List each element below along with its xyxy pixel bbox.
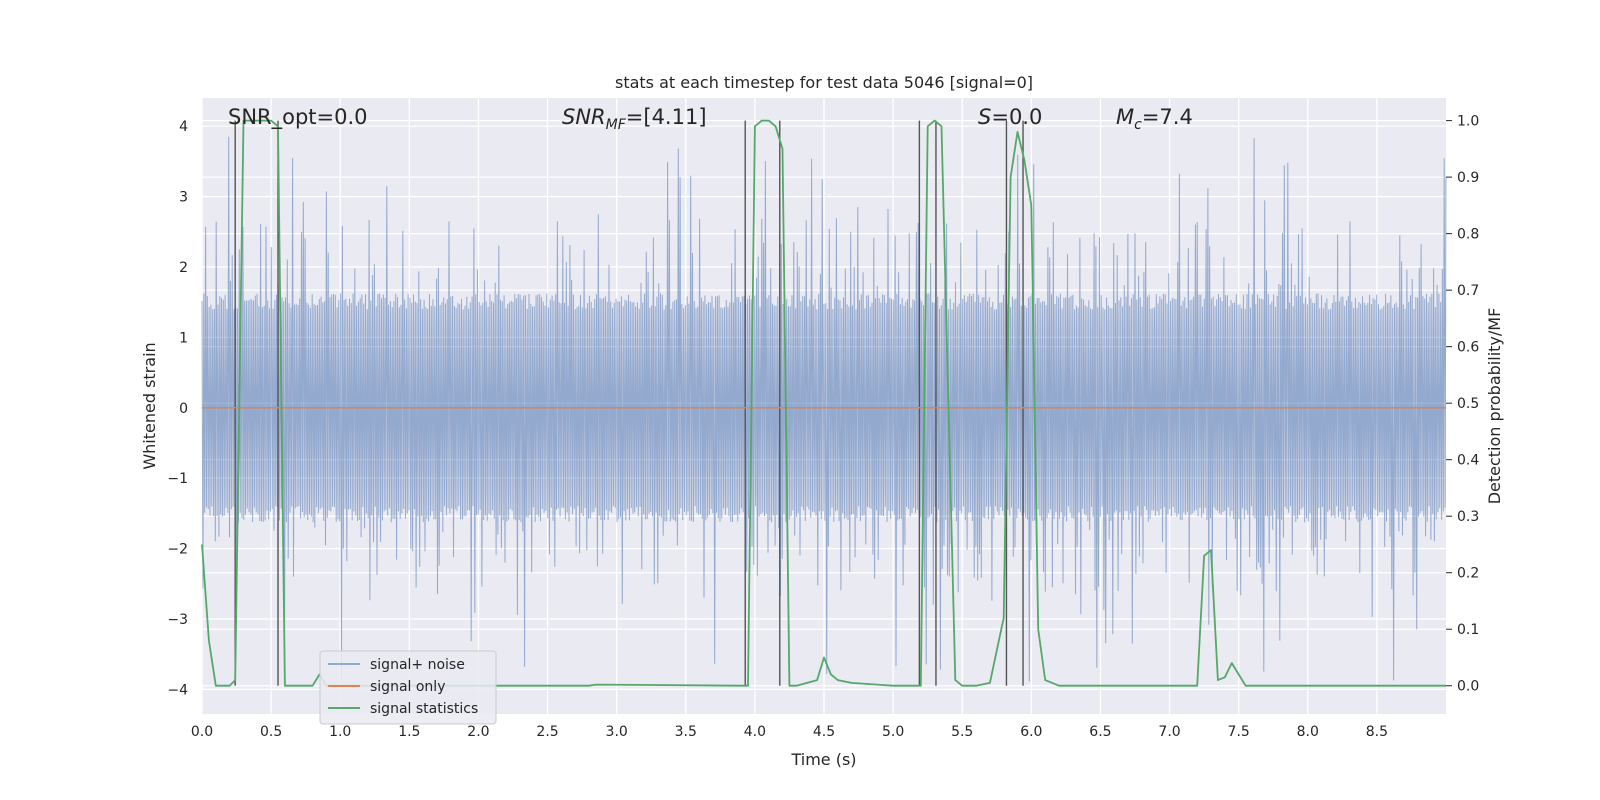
x-tick-label: 8.0 [1297,724,1319,740]
snr-mf-value: =[4.11] [626,105,707,129]
annotation-mc: Mc=7.4 [1116,105,1193,133]
y-tick-label-right: 0.9 [1457,170,1479,186]
x-tick-label: 1.0 [329,724,351,740]
y-tick-label-left: −1 [167,471,188,487]
y-tick-label-left: 3 [179,190,188,206]
x-tick-label: 0.0 [191,724,213,740]
legend-label-signal-statistics: signal statistics [370,701,478,717]
y-tick-label-left: −4 [167,682,188,698]
y-tick-label-left: −3 [167,612,188,628]
x-tick-label: 8.5 [1366,724,1388,740]
y-tick-label-left: 4 [179,119,188,135]
y-axis-label-left: Whitened strain [140,342,159,469]
s-name: S [978,105,991,129]
y-tick-label-right: 0.2 [1457,566,1479,582]
y-tick-label-right: 0.3 [1457,509,1479,525]
vertical-markers [234,120,1024,686]
annotation-s: S=0.0 [978,105,1042,129]
y-tick-label-right: 0.0 [1457,679,1479,695]
x-tick-label: 2.0 [467,724,489,740]
mc-subscript: c [1134,117,1142,133]
y-tick-label-left: 2 [179,260,188,276]
y-tick-label-left: 0 [179,401,188,417]
s-value: =0.0 [991,105,1042,129]
legend-label-signal-only: signal only [370,679,445,695]
y-tick-label-right: 0.5 [1457,396,1479,412]
x-tick-label: 5.0 [882,724,904,740]
x-axis-ticks: 0.0 0.5 1.0 1.5 2.0 2.5 3.0 3.5 4.0 4.5 5.0 5.5 6.0 6… [191,724,1388,740]
x-tick-label: 6.5 [1089,724,1111,740]
chart-title: stats at each timestep for test data 504… [615,73,1033,92]
mc-value: =7.4 [1142,105,1193,129]
x-tick-label: 3.5 [675,724,697,740]
signal-noise-series [201,136,1447,682]
annotation-snr-opt: SNR_opt=0.0 [228,105,368,130]
x-tick-label: 1.5 [398,724,420,740]
snr-mf-name: SNR [562,105,606,129]
x-tick-label: 4.0 [744,724,766,740]
x-tick-label: 6.0 [1020,724,1042,740]
y-tick-label-right: 1.0 [1457,114,1479,130]
legend-label-signal-noise: signal+ noise [370,657,465,673]
y-axis-ticks-left: 4 3 2 1 0 −1 −2 −3 −4 [167,119,188,698]
mc-name: M [1116,105,1134,129]
x-tick-label: 3.0 [606,724,628,740]
x-axis-label: Time (s) [790,750,856,769]
x-tick-label: 7.0 [1158,724,1180,740]
line-series [201,119,1446,687]
x-tick-label: 7.5 [1228,724,1250,740]
snr-mf-subscript: MF [606,117,627,133]
y-tick-label-left: 1 [179,330,188,346]
y-tick-label-right: 0.8 [1457,227,1479,243]
legend-box [319,650,497,725]
x-tick-label: 2.5 [536,724,558,740]
y-tick-label-right: 0.4 [1457,453,1479,469]
y-tick-label-left: −2 [167,542,188,558]
y-axis-ticks-right: 1.0 0.9 0.8 0.7 0.6 0.5 0.4 0.3 0.2 0.1 0.0 [1446,114,1479,695]
y-tick-label-right: 0.7 [1457,283,1479,299]
x-tick-label: 0.5 [260,724,282,740]
signal-noise-line [201,136,1447,682]
x-tick-label: 4.5 [813,724,835,740]
y-axis-label-right: Detection probability/MF [1485,308,1504,505]
y-tick-label-right: 0.1 [1457,622,1479,638]
annotation-snr-mf: SNRMF=[4.11] [562,105,707,133]
x-tick-label: 5.5 [951,724,973,740]
y-tick-label-right: 0.6 [1457,340,1479,356]
legend: signal+ noise signal only signal statist… [319,650,497,725]
signal-statistics-line [201,119,1446,687]
